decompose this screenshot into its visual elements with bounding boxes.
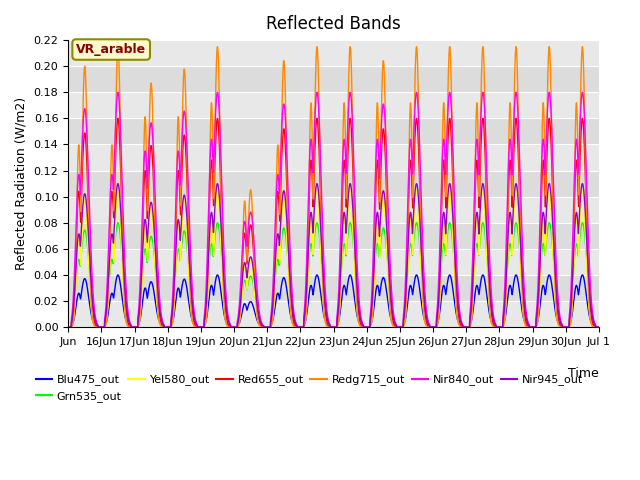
Bar xyxy=(68,301,599,327)
Redg715_out xyxy=(514,90,522,96)
Blu475_out xyxy=(173,290,180,296)
Nir840_out xyxy=(595,324,603,330)
Nir945_out xyxy=(514,192,522,198)
Blu475_out xyxy=(595,324,603,330)
Nir945_out xyxy=(64,324,72,330)
Blu475_out xyxy=(579,272,586,278)
Nir945_out xyxy=(589,318,597,324)
Grn535_out xyxy=(482,241,490,247)
Nir945_out xyxy=(579,181,586,187)
Redg715_out xyxy=(64,324,72,330)
Nir840_out xyxy=(579,89,586,95)
Red655_out xyxy=(173,191,180,197)
Bar xyxy=(68,40,599,66)
Grn535_out xyxy=(514,228,522,233)
Red655_out xyxy=(514,139,522,145)
Bar xyxy=(68,197,599,223)
Line: Grn535_out: Grn535_out xyxy=(68,223,599,327)
Redg715_out xyxy=(401,314,409,320)
Grn535_out xyxy=(401,301,409,307)
Grn535_out xyxy=(595,324,603,330)
Line: Red655_out: Red655_out xyxy=(68,119,599,327)
Blu475_out xyxy=(514,277,522,283)
Title: Reflected Bands: Reflected Bands xyxy=(266,15,401,33)
Redg715_out xyxy=(595,324,603,330)
Line: Nir840_out: Nir840_out xyxy=(68,92,599,327)
Nir840_out xyxy=(401,282,409,288)
Red655_out xyxy=(64,324,72,330)
Blu475_out xyxy=(589,323,597,329)
Yel580_out xyxy=(173,240,180,246)
Grn535_out xyxy=(589,317,597,323)
Text: Time: Time xyxy=(568,367,599,380)
Nir945_out xyxy=(173,228,180,234)
Redg715_out xyxy=(173,159,180,165)
Legend: Blu475_out, Grn535_out, Yel580_out, Red655_out, Redg715_out, Nir840_out, Nir945_: Blu475_out, Grn535_out, Yel580_out, Red6… xyxy=(31,370,588,406)
Blu475_out xyxy=(401,317,409,323)
Nir945_out xyxy=(448,202,456,208)
Nir840_out xyxy=(482,144,490,149)
Yel580_out xyxy=(589,324,597,329)
Redg715_out xyxy=(448,123,456,129)
Nir945_out xyxy=(401,298,409,304)
Grn535_out xyxy=(448,233,456,239)
Bar xyxy=(68,92,599,119)
Red655_out xyxy=(579,116,586,121)
Yel580_out xyxy=(579,187,586,193)
Bar xyxy=(68,144,599,170)
Red655_out xyxy=(482,180,490,185)
Line: Yel580_out: Yel580_out xyxy=(68,190,599,327)
Nir945_out xyxy=(595,324,603,330)
Bar xyxy=(68,249,599,275)
Redg715_out xyxy=(482,162,490,168)
Grn535_out xyxy=(64,324,72,330)
Line: Blu475_out: Blu475_out xyxy=(68,275,599,327)
Grn535_out xyxy=(579,220,586,226)
Text: VR_arable: VR_arable xyxy=(76,43,147,56)
Nir840_out xyxy=(448,124,456,130)
Yel580_out xyxy=(482,236,490,242)
Nir840_out xyxy=(64,324,72,330)
Nir840_out xyxy=(589,314,597,320)
Red655_out xyxy=(589,322,597,327)
Blu475_out xyxy=(482,286,490,292)
Line: Nir945_out: Nir945_out xyxy=(68,184,599,327)
Grn535_out xyxy=(173,253,180,259)
Yel580_out xyxy=(514,206,522,212)
Blu475_out xyxy=(448,281,456,287)
Redg715_out xyxy=(589,324,597,330)
Nir840_out xyxy=(514,109,522,115)
Red655_out xyxy=(595,324,603,330)
Red655_out xyxy=(448,157,456,163)
Redg715_out xyxy=(579,44,586,49)
Yel580_out xyxy=(448,220,456,226)
Line: Redg715_out: Redg715_out xyxy=(68,47,599,327)
Yel580_out xyxy=(401,315,409,321)
Nir840_out xyxy=(173,168,180,173)
Red655_out xyxy=(401,303,409,309)
Y-axis label: Reflected Radiation (W/m2): Reflected Radiation (W/m2) xyxy=(15,97,28,270)
Yel580_out xyxy=(64,324,72,330)
Nir945_out xyxy=(482,214,490,219)
Blu475_out xyxy=(64,324,72,330)
Yel580_out xyxy=(595,324,603,330)
